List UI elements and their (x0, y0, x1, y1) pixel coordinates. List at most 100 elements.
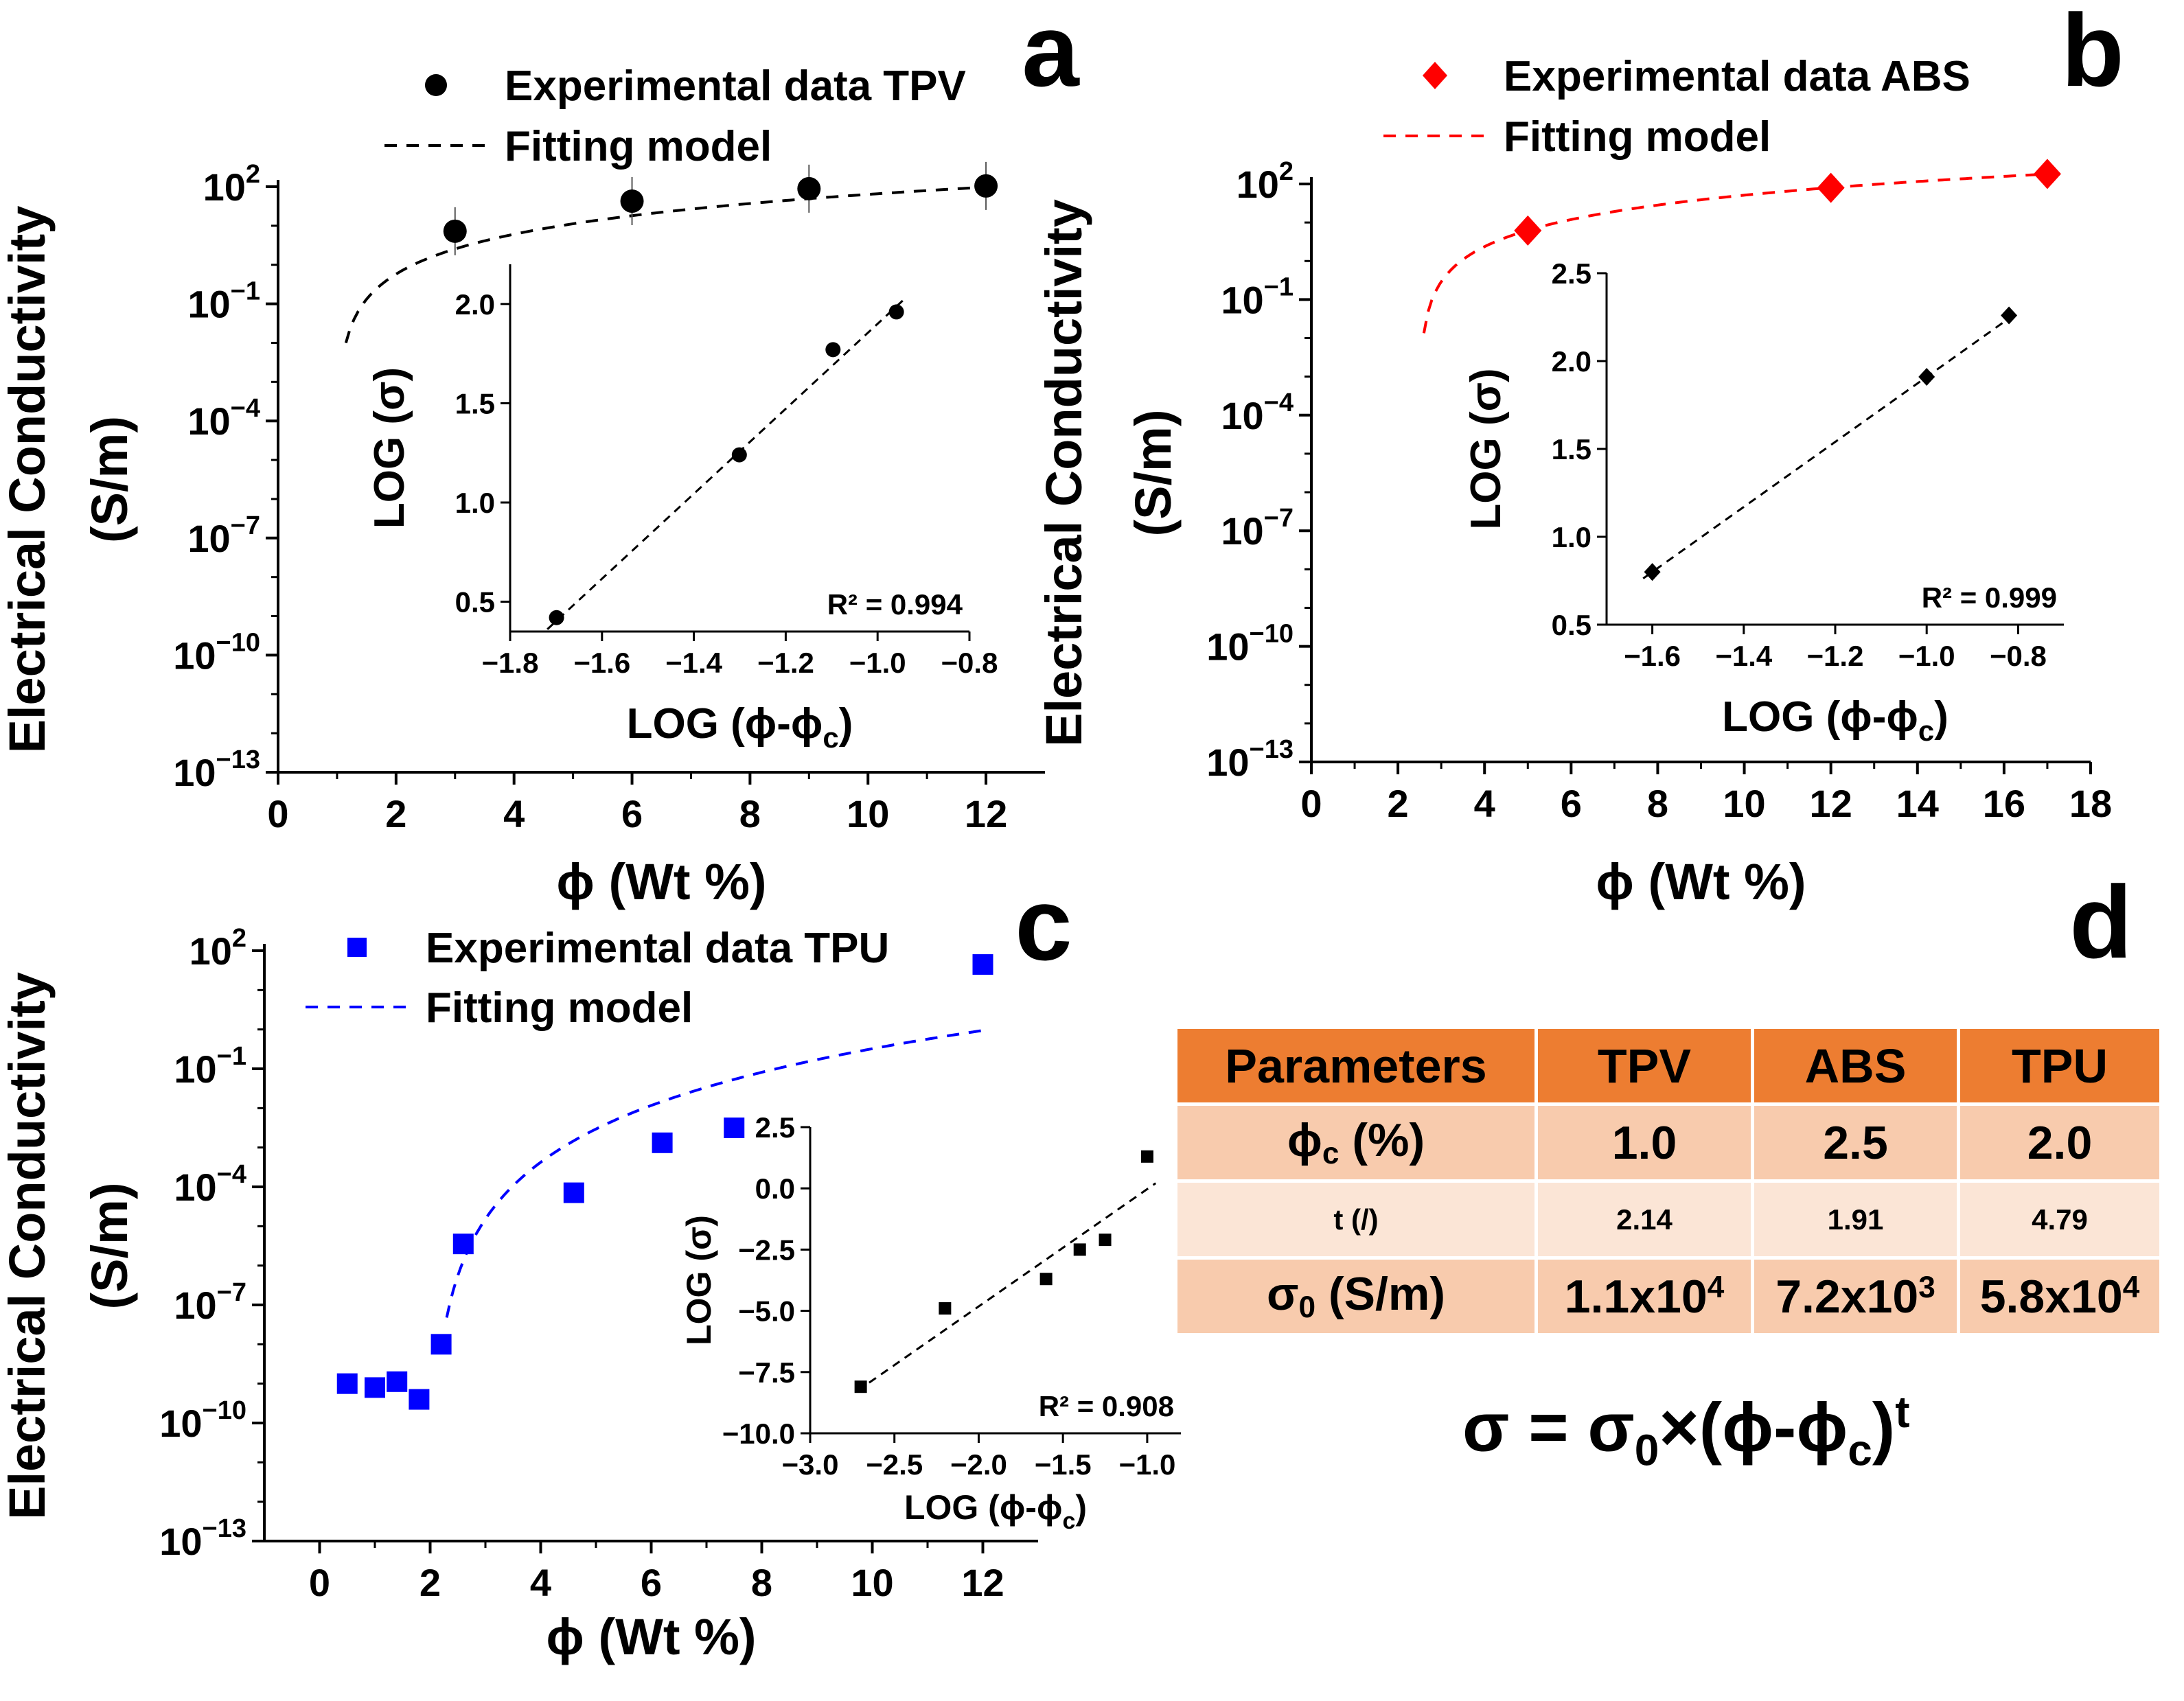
data-point (1514, 215, 1542, 246)
table-cell: 2.14 (1538, 1183, 1751, 1256)
x-tick-label: 16 (1983, 782, 2025, 825)
data-point (797, 176, 821, 200)
inset-data-point (1140, 1150, 1153, 1163)
data-point (430, 1334, 452, 1355)
inset-y-tick-label: −7.5 (738, 1356, 795, 1389)
panel-letter-d: d (2069, 864, 2133, 980)
param-subscript: 0 (1298, 1291, 1316, 1325)
inset-y-tick-label: −2.5 (738, 1234, 795, 1266)
data-point (443, 219, 467, 243)
inset-data-point (2001, 306, 2018, 325)
y-tick-label: 10−13 (173, 745, 260, 794)
x-tick-label: 18 (2069, 782, 2112, 825)
table-cell: 4.79 (1960, 1183, 2159, 1256)
x-tick-label: 12 (1810, 782, 1852, 825)
r-squared-label: R² = 0.994 (827, 588, 963, 621)
inset-x-tick-label: −1.4 (665, 647, 723, 679)
inset-data-point (854, 1380, 867, 1393)
data-point (620, 189, 644, 213)
value-base: 7.2x10 (1775, 1270, 1919, 1323)
param-symbol: t (/) (1333, 1203, 1379, 1236)
x-tick-label: 0 (267, 792, 288, 835)
inset-x-tick-label: −0.8 (1990, 640, 2047, 672)
legend-label: Fitting model (426, 984, 693, 1032)
inset-y-tick-label: 2.5 (1552, 257, 1591, 290)
inset-y-tick-label: 1.0 (455, 487, 495, 519)
table-header-cell: ABS (1754, 1029, 1957, 1102)
inset-y-tick-label: −10.0 (722, 1418, 795, 1450)
x-tick-label: 6 (621, 792, 643, 835)
y-tick-label: 10−10 (1206, 620, 1294, 669)
y-axis-label: Electrical Conductivity (0, 206, 56, 754)
data-point (974, 174, 998, 198)
inset-y-label: LOG (σ) (680, 1215, 718, 1345)
x-tick-label: 6 (641, 1561, 662, 1604)
x-axis-label: ϕ (Wt %) (556, 853, 766, 910)
r-squared-label: R² = 0.999 (1922, 581, 2057, 614)
table-cell: 1.1x104 (1538, 1260, 1751, 1333)
inset-y-tick-label: −5.0 (738, 1295, 795, 1328)
y-tick-label: 10−7 (187, 511, 260, 560)
inset-x-tick-label: −1.0 (1898, 640, 1955, 672)
equation-close: ) (1872, 1389, 1896, 1466)
data-point (365, 1377, 385, 1398)
inset-x-label: LOG (ϕ-ϕc) (904, 1488, 1087, 1534)
panel-letter: b (2061, 0, 2124, 108)
inset-y-label: LOG (σ) (1462, 368, 1510, 529)
inset-chart: −1.6 −1.4 −1.2 −1.0 −0.8 0.5 1.0 1.5 2.0 2.5 R² = … (1462, 257, 2064, 747)
y-tick-label: 10−13 (1206, 735, 1294, 784)
x-tick-label: 4 (530, 1561, 551, 1604)
inset-x-tick-label: −1.2 (1807, 640, 1864, 672)
table-header-cell: Parameters (1177, 1029, 1534, 1102)
y-tick-label: 102 (203, 160, 260, 209)
inset-x-tick-label: −2.5 (866, 1448, 923, 1481)
inset-y-tick-label: 1.0 (1552, 521, 1591, 553)
inset-data-point (1073, 1243, 1086, 1256)
table-row: t (/) 2.14 1.91 4.79 (1177, 1183, 2159, 1256)
param-unit: (%) (1339, 1114, 1425, 1167)
y-tick-label: 10−7 (1221, 504, 1294, 553)
legend-marker (347, 938, 367, 957)
data-point (409, 1389, 430, 1410)
legend-label: Experimental data TPU (426, 925, 889, 972)
x-tick-label: 8 (751, 1561, 772, 1604)
inset-x-tick-label: −1.6 (1624, 640, 1681, 672)
table-row: σ0 (S/m) 1.1x104 7.2x103 5.8x104 (1177, 1260, 2159, 1333)
inset-fit-line (856, 1182, 1157, 1392)
param-subscript: c (1322, 1137, 1340, 1171)
data-point (652, 1132, 673, 1153)
x-tick-label: 10 (1723, 782, 1765, 825)
y-axis-unit: (S/m) (1125, 410, 1182, 537)
equation-mid: ×(ϕ-ϕ (1659, 1389, 1848, 1466)
panel-letter: c (1015, 866, 1072, 982)
table-cell: 2.0 (1960, 1106, 2159, 1179)
x-tick-label: 2 (1388, 782, 1409, 825)
inset-data-point (1099, 1234, 1112, 1247)
table-param-cell: σ0 (S/m) (1177, 1260, 1534, 1333)
y-tick-label: 10−4 (1221, 389, 1294, 437)
inset-chart: −3.0 −2.5 −2.0 −1.5 −1.0 −10.0 −7.5 −5.0 −2.5 0.0… (680, 1111, 1181, 1534)
inset-x-label: LOG (ϕ-ϕc) (1722, 693, 1949, 747)
equation-sup: t (1895, 1387, 1910, 1437)
inset-data-point (939, 1302, 952, 1315)
inset-background (810, 1127, 1181, 1433)
y-tick-label: 10−4 (187, 394, 260, 443)
y-tick-label: 10−1 (1221, 273, 1294, 321)
inset-data-point (1644, 563, 1661, 581)
table-cell: 5.8x104 (1960, 1260, 2159, 1333)
inset-x-tick-label: −3.0 (782, 1448, 839, 1481)
inset-y-tick-label: 1.5 (455, 387, 495, 419)
inset-x-tick-label: −1.4 (1715, 640, 1773, 672)
data-point (1817, 172, 1845, 203)
table-row: ϕc (%) 1.0 2.5 2.0 (1177, 1106, 2159, 1179)
y-tick-label: 10−4 (174, 1160, 246, 1209)
x-axis-label: ϕ (Wt %) (546, 1608, 756, 1665)
equation-subc: c (1848, 1425, 1872, 1475)
inset-y-tick-label: 2.0 (455, 288, 495, 321)
legend-marker (1423, 62, 1447, 89)
table-cell: 1.91 (1754, 1183, 1957, 1256)
chart-panel-c: 0 2 4 6 8 10 12 10−13 10−10 10−7 10−4 10−1 102 Electr… (0, 866, 1181, 1665)
inset-x-tick-label: −1.0 (849, 647, 906, 679)
x-tick-label: 8 (1647, 782, 1668, 825)
